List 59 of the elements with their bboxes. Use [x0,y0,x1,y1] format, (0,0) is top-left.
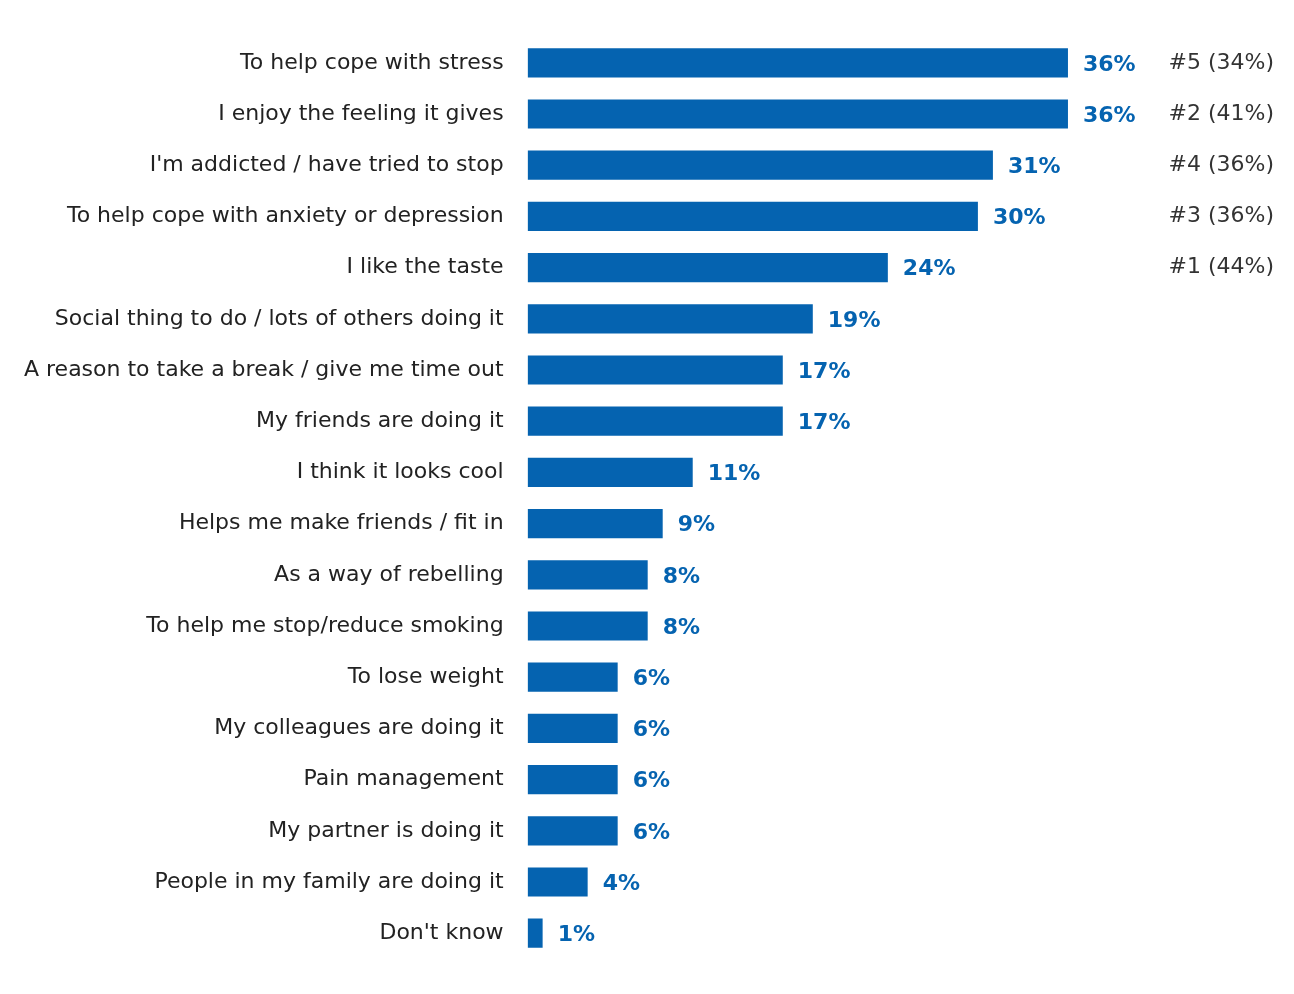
data-label: 6% [632,767,671,793]
bar [527,816,618,846]
data-label: 9% [677,511,716,537]
data-label: 8% [662,613,701,639]
data-label: 17% [797,357,851,383]
y-tick-label: Helps me make friends / fit in [178,509,504,535]
data-label: 17% [797,408,851,434]
bar [527,48,1068,78]
text: #5 (34%) [1168,48,1274,74]
data-label: 30% [992,204,1046,230]
y-tick-label: As a way of rebelling [274,560,504,586]
text: #1 (44%) [1168,253,1274,279]
data-label: 6% [632,716,671,742]
data-label: 8% [662,562,701,588]
y-tick-label: My partner is doing it [268,816,504,842]
y-tick-label: Pain management [303,765,504,791]
bar [527,457,693,487]
bar [527,406,783,436]
bar [527,611,648,641]
bar [527,355,783,385]
y-tick-label: People in my family are doing it [154,867,504,893]
bar [527,99,1068,129]
data-label: 36% [1082,50,1136,76]
data-label: 6% [632,818,671,844]
y-tick-label: Don't know [379,918,504,944]
bar [527,713,618,743]
y-tick-label: My colleagues are doing it [214,714,504,740]
data-label: 1% [557,920,595,946]
bar [527,509,663,539]
y-tick-label: Social thing to do / lots of others doing it [54,304,504,330]
bar [527,560,648,590]
bar [527,201,978,231]
y-tick-label: I think it looks cool [296,458,504,484]
bar [527,253,888,283]
y-tick-label: I enjoy the feeling it gives [218,99,504,125]
y-tick-label: To help cope with stress [239,48,504,74]
y-tick-label: My friends are doing it [256,406,504,432]
text: #4 (36%) [1168,150,1274,176]
y-tick-label: I'm addicted / have tried to stop [149,150,504,176]
data-label: 6% [632,664,671,690]
data-label: 4% [602,869,641,895]
y-tick-label: To lose weight [346,662,504,688]
text: #3 (36%) [1168,202,1274,228]
y-tick-label: To help me stop/reduce smoking [145,611,504,637]
bar [527,662,618,692]
data-label: 24% [902,255,956,281]
y-tick-label: I like the taste [346,253,504,279]
data-label: 36% [1082,101,1136,127]
bar [527,918,543,948]
bar [527,304,813,334]
bar [527,765,618,795]
y-tick-label: A reason to take a break / give me time out [23,355,504,381]
data-label: 31% [1007,152,1061,178]
bar [527,867,588,897]
data-label: 19% [827,306,881,332]
y-tick-label: To help cope with anxiety or depression [65,202,504,228]
text: #2 (41%) [1168,99,1274,125]
data-label: 11% [707,460,761,486]
bar [527,150,993,180]
